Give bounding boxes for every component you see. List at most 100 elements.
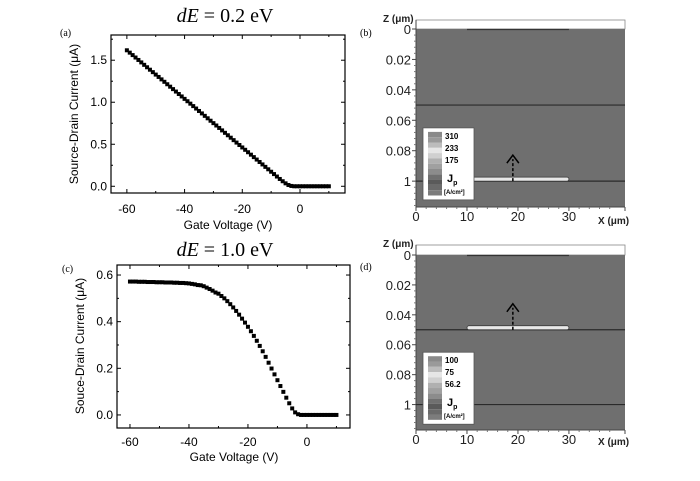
- x-tick-label: -60: [121, 435, 139, 449]
- x-tick-label: 30: [562, 209, 576, 224]
- data-point: [163, 280, 168, 285]
- data-point: [185, 99, 190, 104]
- data-point: [199, 111, 204, 116]
- x-tick-label: -20: [234, 202, 252, 216]
- title-italic: dE: [177, 5, 199, 27]
- data-point: [172, 280, 177, 285]
- data-point: [245, 324, 250, 329]
- data-point: [325, 412, 330, 417]
- data-point: [136, 279, 141, 284]
- data-point: [201, 284, 206, 289]
- data-point: [307, 412, 312, 417]
- data-point: [159, 77, 164, 82]
- data-point: [296, 412, 301, 417]
- colorbar-stripe: [428, 184, 442, 191]
- data-point: [248, 152, 253, 157]
- panel-label: (b): [360, 28, 372, 39]
- data-point: [277, 176, 282, 181]
- data-point: [136, 57, 141, 62]
- data-point: [184, 281, 189, 286]
- y-tick-label: 1.0: [90, 95, 107, 109]
- data-point: [165, 82, 170, 87]
- y-tick-label: 0.04: [386, 308, 411, 323]
- data-point: [266, 360, 271, 365]
- data-point: [211, 121, 216, 126]
- y-tick-label: 0.08: [386, 368, 411, 383]
- data-point: [202, 113, 207, 118]
- x-axis-label: Gate Voltage (V): [184, 218, 273, 232]
- data-point: [148, 280, 153, 285]
- data-point: [153, 72, 158, 77]
- data-point: [251, 155, 256, 160]
- x-axis-label: X (μm): [598, 437, 629, 448]
- data-point: [293, 410, 298, 415]
- colorbar-stripe: [428, 403, 442, 410]
- data-point: [269, 169, 274, 174]
- data-point: [130, 53, 135, 58]
- colorbar-stripe: [428, 137, 442, 143]
- data-point: [145, 65, 150, 70]
- data-point: [157, 280, 162, 285]
- legend-value: 310: [445, 132, 459, 141]
- y-tick-label: 0.0: [90, 179, 107, 193]
- data-point: [280, 179, 285, 184]
- data-point: [194, 106, 199, 111]
- data-point: [127, 50, 132, 55]
- x-tick-label: 10: [460, 432, 474, 447]
- data-point: [321, 184, 326, 189]
- colorbar-stripe: [428, 372, 442, 378]
- data-point: [292, 184, 297, 189]
- data-point: [306, 184, 311, 189]
- arrow-head-icon: [506, 153, 520, 164]
- data-point: [323, 184, 328, 189]
- title-italic: dE: [177, 239, 199, 261]
- data-point: [142, 62, 147, 67]
- data-point: [234, 140, 239, 145]
- data-point: [154, 280, 159, 285]
- data-point: [231, 305, 236, 310]
- data-point: [299, 412, 304, 417]
- colorbar-stripe: [428, 356, 442, 362]
- data-point: [147, 67, 152, 72]
- x-tick-label: 30: [562, 432, 576, 447]
- x-tick-label: 20: [511, 432, 525, 447]
- data-point: [316, 412, 321, 417]
- data-point: [160, 280, 165, 285]
- data-point: [225, 133, 230, 138]
- data-point: [127, 279, 132, 284]
- data-point: [254, 157, 259, 162]
- data-point: [198, 283, 203, 288]
- legend-value: 56.2: [445, 380, 461, 389]
- x-tick-label: -20: [239, 435, 257, 449]
- plot-top-strip: [415, 244, 626, 256]
- colorbar-stripe: [428, 131, 442, 138]
- data-point: [178, 280, 183, 285]
- data-point: [334, 412, 339, 417]
- data-point: [289, 183, 294, 188]
- data-point: [278, 384, 283, 389]
- data-point: [139, 279, 144, 284]
- plot-top-strip: [415, 19, 626, 30]
- data-point: [246, 150, 251, 155]
- colorbar-stripe: [428, 153, 442, 159]
- x-tick-label: 20: [511, 209, 525, 224]
- data-point: [204, 285, 209, 290]
- colorbar-stripe: [428, 366, 442, 373]
- z-axis-label: Z (μm): [383, 14, 414, 25]
- data-point: [240, 145, 245, 150]
- data-point: [263, 164, 268, 169]
- data-point: [192, 282, 197, 287]
- data-point: [315, 184, 320, 189]
- data-point: [319, 412, 324, 417]
- legend-symbol-j: J: [447, 173, 453, 185]
- data-point: [210, 288, 215, 293]
- colorbar-stripe: [428, 398, 442, 404]
- data-point: [240, 316, 245, 321]
- data-point: [175, 280, 180, 285]
- y-tick-label: 0.06: [386, 113, 411, 128]
- data-point: [251, 333, 256, 338]
- data-point: [151, 280, 156, 285]
- arrow-head-icon: [506, 302, 520, 313]
- data-point: [260, 349, 265, 354]
- data-point: [186, 281, 191, 286]
